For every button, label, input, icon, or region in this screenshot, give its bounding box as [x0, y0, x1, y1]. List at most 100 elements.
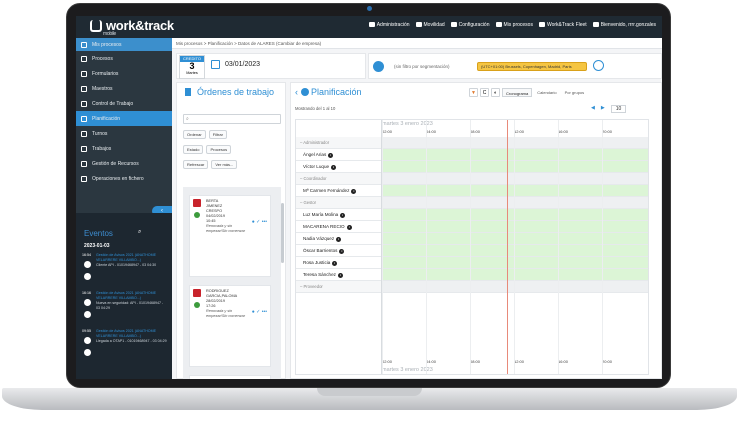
current-date[interactable]: 03/01/2023: [225, 61, 261, 68]
tab-2[interactable]: Por grupos: [564, 90, 585, 95]
globe-icon[interactable]: [593, 60, 604, 71]
availability-bar[interactable]: [382, 257, 648, 268]
availability-bar[interactable]: [382, 161, 648, 172]
topnav-item-0[interactable]: Administración: [368, 22, 410, 28]
filter-icon[interactable]: ▼: [469, 88, 478, 97]
orders-button-buttons_row3-1[interactable]: Ver más...: [211, 160, 238, 169]
page-size-select[interactable]: 10: [610, 105, 627, 113]
availability-bar[interactable]: [382, 197, 648, 208]
info-icon[interactable]: i: [339, 249, 345, 254]
orders-scrollbar[interactable]: [281, 203, 284, 263]
orders-search-input[interactable]: ⌕: [183, 114, 281, 124]
user-menu[interactable]: Bienvenido, rrrr.gonzales: [592, 22, 656, 28]
sidebar-item-mis-procesos[interactable]: Mis procesos: [76, 38, 172, 51]
sidebar-item-6[interactable]: Trabajos: [76, 141, 172, 156]
resource-row[interactable]: Víctor Luque i: [296, 161, 648, 173]
group-label: – Proveedor: [300, 284, 323, 289]
tab-0[interactable]: Cronograma: [502, 88, 533, 97]
event-link[interactable]: Gestión de Avisos 2021 (ANATHOME VELARRE…: [96, 253, 156, 262]
info-icon[interactable]: i: [332, 261, 338, 266]
availability-bar[interactable]: [382, 269, 648, 280]
sidebar-item-7[interactable]: Gestión de Recursos: [76, 156, 172, 171]
calendar-icon[interactable]: [211, 60, 220, 69]
availability-bar[interactable]: [382, 245, 648, 256]
resource-group[interactable]: – Proveedor: [296, 281, 648, 293]
hour-gridline: [426, 120, 427, 374]
info-icon[interactable]: i: [328, 153, 334, 158]
event-link[interactable]: Gestión de Avisos 2021 (ANATHOME VELARRE…: [96, 329, 156, 338]
resource-group[interactable]: – Gestor: [296, 197, 648, 209]
event-item[interactable]: 16:54 Gestión de Avisos 2021 (ANATHOME VE…: [82, 253, 168, 287]
resource-row[interactable]: Ángel Arias i: [296, 149, 648, 161]
event-item[interactable]: 09:55 Gestión de Avisos 2021 (ANATHOME VE…: [82, 329, 168, 363]
info-icon[interactable]: i: [331, 165, 337, 170]
sidebar-item-0[interactable]: Procesos: [76, 51, 172, 66]
orders-button-buttons_row1-0[interactable]: Ordenar: [183, 130, 206, 139]
topnav-item-1[interactable]: Movilidad: [415, 22, 445, 28]
sidebar-item-4[interactable]: Planificación: [76, 111, 172, 126]
sidebar-item-8[interactable]: Operaciones en fichero: [76, 171, 172, 186]
resource-name: Ángel Arias i: [303, 152, 383, 158]
sidebar-item-3[interactable]: Control de Trabajo: [76, 96, 172, 111]
event-link[interactable]: Gestión de Avisos 2021 (ANATHOME VELARRE…: [96, 291, 156, 300]
availability-bar[interactable]: [382, 137, 648, 148]
orders-button-buttons_row1-1[interactable]: Filtrar: [208, 130, 227, 139]
topnav-item-3[interactable]: Mis procesos: [495, 22, 533, 28]
timezone-badge[interactable]: (UTC+01:00) Brussels, Copenhagen, Madrid…: [477, 62, 587, 71]
add-icon: [84, 273, 91, 280]
events-title: Eventos: [84, 229, 113, 238]
order-line: CRESPO: [206, 209, 223, 213]
orders-button-buttons_row3-0[interactable]: Refrescar: [183, 160, 209, 169]
sidebar-item-2[interactable]: Maestros: [76, 81, 172, 96]
resource-row[interactable]: Mª Carmen Fernández i: [296, 185, 648, 197]
events-date: 2023-01-03: [84, 243, 110, 249]
info-icon[interactable]: i: [340, 213, 346, 218]
orders-list[interactable]: BERTA JIMENEZ CRESPO 04/02/2019 10:45 Renovad…: [183, 187, 281, 379]
topnav-item-4[interactable]: Work&Track Fleet: [538, 22, 587, 28]
settings-icon[interactable]: ◐: [491, 88, 500, 97]
orders-button-buttons_row2-1[interactable]: Procesos: [206, 145, 232, 154]
resource-row[interactable]: Óscar Barrientos i: [296, 245, 648, 257]
brand-logo[interactable]: work&track mobile: [90, 18, 174, 37]
resource-row[interactable]: Rosa Justicia i: [296, 257, 648, 269]
resource-row[interactable]: MACARENA RECIO i: [296, 221, 648, 233]
availability-bar[interactable]: [382, 149, 648, 160]
order-actions-icon[interactable]: ● ✓ •••: [251, 309, 267, 315]
sidebar-item-label: Formularios: [92, 70, 119, 77]
availability-bar[interactable]: [382, 221, 648, 232]
order-card[interactable]: BERTA JIMENEZ CRESPO 04/02/2019 10:45 Renovad…: [189, 195, 271, 277]
resource-row[interactable]: Luz María Molina i: [296, 209, 648, 221]
availability-bar[interactable]: [382, 209, 648, 220]
topnav-item-2[interactable]: Configuración: [450, 22, 490, 28]
info-icon[interactable]: i: [351, 189, 357, 194]
info-icon[interactable]: i: [336, 237, 342, 242]
sidebar-item-5[interactable]: Turnos: [76, 126, 172, 141]
info-icon[interactable]: i: [346, 225, 352, 230]
topnav-label: Work&Track Fleet: [546, 22, 587, 28]
resource-row[interactable]: Nadia Vázquez i: [296, 233, 648, 245]
prev-page-icon[interactable]: ◀: [591, 105, 595, 111]
order-card[interactable]: FERNANDEZFONT,DANIEL05/03/2019: [189, 375, 271, 379]
order-actions-icon[interactable]: ● ✓ •••: [251, 219, 267, 225]
resource-group[interactable]: – Coordinador: [296, 173, 648, 185]
next-page-icon[interactable]: ▶: [600, 105, 605, 111]
refresh-icon[interactable]: C: [480, 88, 489, 97]
orders-title: Órdenes de trabajo: [185, 87, 274, 97]
resource-group[interactable]: – Administrador: [296, 137, 648, 149]
events-search-icon[interactable]: ⌕: [138, 229, 142, 235]
showing-count: Mostrando del 1 al 10: [295, 106, 336, 111]
hour-label: 20:00: [602, 129, 613, 134]
event-item[interactable]: 16:16 Gestión de Avisos 2021 (ANATHOME VE…: [82, 291, 168, 325]
availability-bar[interactable]: [382, 233, 648, 244]
order-card[interactable]: RODRIGUEZ GARCIA,PALOMA 28/02/2019 17:26 Ren…: [189, 285, 271, 367]
resource-row[interactable]: Teresa Sánchez i: [296, 269, 648, 281]
info-icon[interactable]: i: [337, 273, 343, 278]
availability-bar[interactable]: [382, 281, 648, 292]
sidebar-item-1[interactable]: Formularios: [76, 66, 172, 81]
availability-bar[interactable]: [382, 185, 648, 196]
availability-bar[interactable]: [382, 173, 648, 184]
tab-1[interactable]: Calendario: [537, 90, 557, 95]
collapse-events-button[interactable]: ‹: [152, 206, 172, 216]
hour-label: 12:00: [514, 129, 525, 134]
orders-button-buttons_row2-0[interactable]: Estado: [183, 145, 204, 154]
